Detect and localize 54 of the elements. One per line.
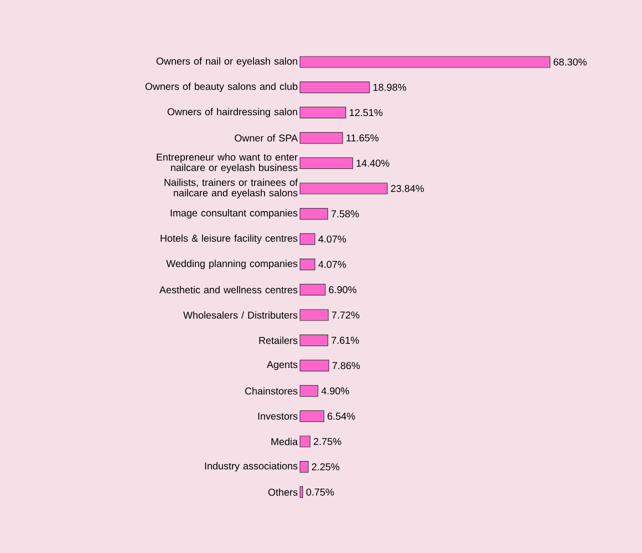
y-tick-label: Media	[271, 438, 298, 446]
bar	[300, 360, 330, 372]
data-label: 4.90%	[321, 387, 350, 394]
y-tick-label: Entrepreneur who want to enter nailcare or eyelash business	[156, 153, 298, 174]
y-tick-label: Owner of SPA	[234, 134, 298, 142]
data-label: 7.58%	[331, 210, 359, 218]
y-tick-label: Nailists, trainers or trainees of nailcare and eyelash salons	[164, 178, 298, 198]
y-tick-label: Wholesalers / Distributers	[183, 311, 298, 319]
bar	[300, 486, 304, 498]
data-label: 6.54%	[328, 412, 356, 420]
bar	[300, 436, 310, 448]
bar	[300, 284, 326, 296]
bar	[300, 106, 346, 118]
y-tick-label: Wedding planning companies	[166, 260, 298, 270]
bar	[300, 334, 328, 346]
bar	[300, 182, 388, 194]
data-label: 12.51%	[350, 109, 382, 116]
data-label: 14.40%	[356, 160, 390, 167]
bar	[300, 309, 329, 321]
data-label: 7.61%	[332, 336, 359, 344]
y-tick-label: Image consultant companies	[170, 209, 298, 218]
bar	[300, 410, 324, 422]
y-tick-label: Chainstores	[245, 387, 298, 395]
data-label: 23.84%	[390, 184, 424, 192]
bar	[300, 132, 343, 144]
y-tick-label: Owners of hairdressing salon	[168, 108, 298, 118]
data-label: 2.25%	[312, 463, 340, 470]
bar	[300, 385, 318, 397]
data-label: 6.90%	[328, 286, 356, 294]
y-tick-label: Investors	[258, 412, 298, 420]
bar	[300, 208, 328, 220]
data-label: 2.75%	[314, 438, 342, 446]
data-label: 18.98%	[373, 84, 406, 91]
data-label: 11.65%	[346, 134, 379, 142]
bar	[300, 258, 316, 270]
y-tick-label: Agents	[266, 361, 298, 370]
y-tick-label: Others	[268, 488, 298, 496]
bar	[300, 233, 316, 245]
bar	[300, 56, 550, 68]
y-tick-label: Owners of beauty salons and club	[145, 82, 298, 92]
data-label: 0.75%	[306, 488, 334, 496]
data-label: 7.72%	[332, 312, 360, 319]
bar	[300, 82, 370, 94]
data-label: 68.30%	[554, 58, 587, 66]
y-tick-label: Hotels & leisure facility centres	[160, 234, 298, 244]
bar	[300, 157, 354, 170]
data-label: 4.07%	[318, 260, 346, 268]
y-tick-label: Aesthetic and wellness centres	[159, 286, 298, 294]
y-tick-label: Owners of nail or eyelash salon	[156, 57, 298, 67]
bar	[300, 461, 309, 473]
data-label: 4.07%	[318, 236, 346, 243]
y-tick-label: Industry associations	[205, 462, 298, 472]
data-label: 7.86%	[332, 362, 360, 370]
y-tick-label: Retailers	[259, 336, 298, 344]
